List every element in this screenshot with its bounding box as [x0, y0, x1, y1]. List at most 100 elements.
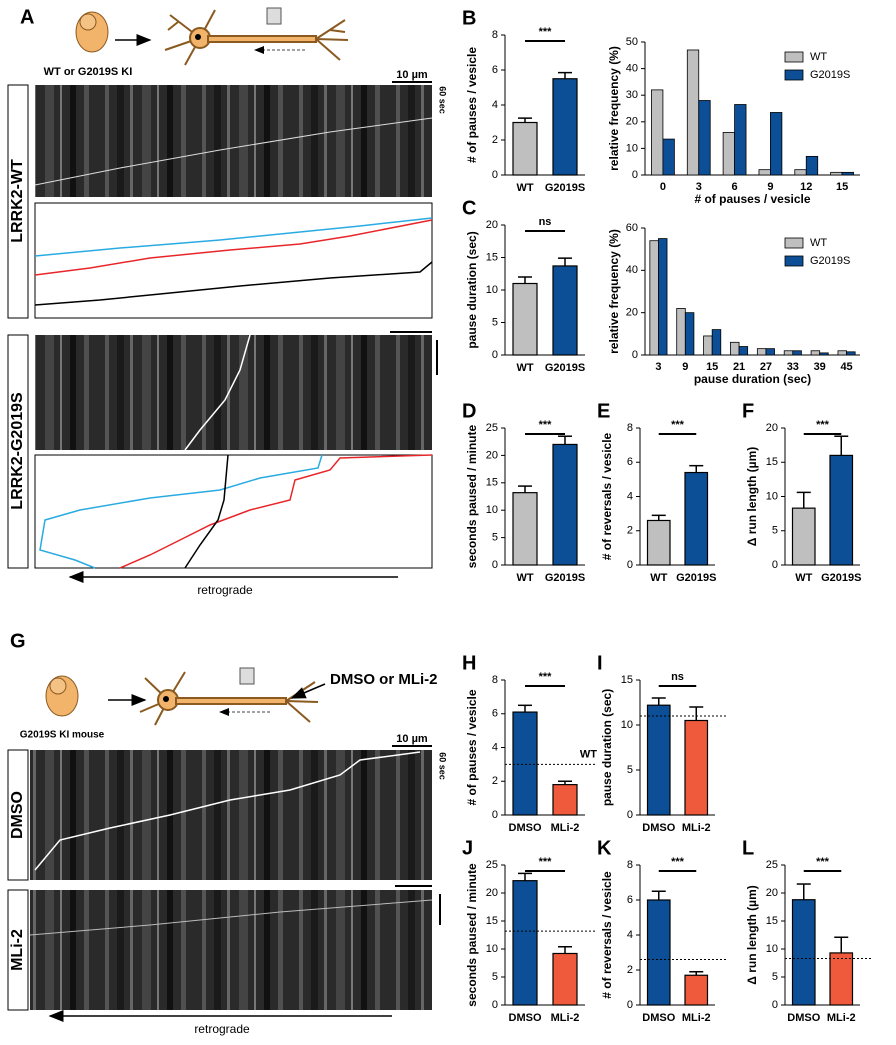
- x-tick-label: 27: [760, 361, 772, 373]
- y-tick-label: 4: [627, 929, 633, 941]
- x-tick-label: MLi-2: [682, 1012, 711, 1024]
- y-tick-label: 0: [492, 559, 498, 571]
- y-tick-label: 5: [627, 764, 633, 776]
- bar: [765, 348, 775, 356]
- bar: [512, 282, 538, 356]
- x-tick-label: MLi-2: [551, 822, 580, 834]
- legend-label: WT: [810, 237, 827, 249]
- x-axis-label: # of pauses / vesicle: [694, 192, 810, 206]
- y-tick-label: 0: [632, 169, 638, 181]
- embryo-icon: [45, 675, 79, 717]
- y-tick-label: 20: [486, 887, 498, 899]
- kymo-label: DMSO: [9, 791, 26, 839]
- y-tick-label: 20: [486, 219, 498, 231]
- bar: [646, 899, 671, 1006]
- bar: [686, 49, 700, 176]
- y-tick-label: 5: [492, 971, 498, 983]
- bar: [684, 471, 709, 566]
- bar: [770, 112, 783, 176]
- x-tick-label: G2019S: [545, 182, 585, 194]
- y-tick-label: 0: [492, 349, 498, 361]
- y-axis-label: seconds paused / minute: [465, 424, 479, 568]
- y-axis-label: # of reversals / vesicle: [600, 432, 614, 560]
- kymograph: [30, 890, 432, 1010]
- bar: [756, 348, 767, 356]
- y-tick-label: 0: [632, 349, 638, 361]
- kymo-track: [184, 334, 251, 451]
- y-tick-label: 15: [621, 674, 633, 686]
- x-tick-label: 9: [682, 361, 688, 373]
- treatment-label: DMSO or MLi-2: [330, 671, 438, 688]
- y-tick-label: 15: [766, 915, 778, 927]
- bar: [734, 104, 747, 176]
- bar: [646, 519, 671, 566]
- embryo-icon: [75, 11, 109, 53]
- x-tick-label: MLi-2: [682, 822, 711, 834]
- x-tick-label: 12: [800, 181, 812, 193]
- y-axis-label: pause duration (sec): [465, 231, 479, 348]
- y-tick-label: 2: [492, 775, 498, 787]
- y-axis-label: pause duration (sec): [600, 689, 614, 806]
- significance-label: ns: [671, 671, 684, 683]
- bar: [552, 443, 578, 566]
- trace: [34, 217, 433, 257]
- bar: [791, 899, 816, 1006]
- y-tick-label: 8: [627, 859, 633, 871]
- trace: [39, 454, 323, 569]
- bar: [684, 974, 709, 1006]
- y-tick-label: 4: [492, 741, 498, 753]
- x-tick-label: MLi-2: [827, 1012, 856, 1024]
- bar: [738, 346, 749, 356]
- bar: [792, 350, 802, 356]
- bar: [552, 78, 578, 176]
- y-axis-label: # of pauses / vesicle: [465, 47, 479, 163]
- bar: [846, 351, 856, 356]
- bar: [830, 171, 843, 176]
- y-tick-label: 8: [492, 29, 498, 41]
- x-tick-label: DMSO: [642, 822, 675, 834]
- legend-label: G2019S: [810, 255, 850, 267]
- x-tick-label: 15: [706, 361, 718, 373]
- y-tick-label: 2: [627, 525, 633, 537]
- panel-label: J: [462, 837, 473, 859]
- x-tick-label: 15: [836, 181, 848, 193]
- bar: [552, 265, 578, 356]
- y-tick-label: 6: [492, 708, 498, 720]
- bar: [646, 704, 671, 816]
- bar: [722, 132, 735, 176]
- y-tick-label: 15: [486, 915, 498, 927]
- y-tick-label: 5: [772, 971, 778, 983]
- y-tick-label: 40: [626, 264, 638, 276]
- y-tick-label: 5: [492, 316, 498, 328]
- bar: [552, 784, 578, 816]
- kymo-label-box: [7, 84, 29, 319]
- kymo-label-box: [7, 889, 29, 1011]
- y-tick-label: 25: [486, 422, 498, 434]
- y-tick-label: 15: [486, 251, 498, 263]
- bar: [512, 711, 538, 816]
- bar: [730, 341, 740, 356]
- bar: [837, 350, 847, 356]
- trace: [34, 219, 433, 276]
- genotype-label: WT or G2019S KI: [44, 66, 133, 78]
- bar: [512, 121, 538, 176]
- y-tick-label: 0: [627, 559, 633, 571]
- legend-swatch: [784, 69, 804, 81]
- bar: [651, 89, 664, 176]
- direction-label: retrograde: [197, 583, 253, 597]
- y-tick-label: 2: [627, 964, 633, 976]
- y-tick-label: 15: [766, 456, 778, 468]
- panel-label: H: [462, 652, 476, 674]
- scale-label: 10 µm: [396, 69, 428, 81]
- y-tick-label: 20: [766, 422, 778, 434]
- y-axis-label: # of reversals / vesicle: [600, 871, 614, 999]
- panel-label: K: [597, 837, 612, 859]
- trace: [119, 454, 433, 569]
- x-tick-label: DMSO: [787, 1012, 820, 1024]
- y-tick-label: 10: [486, 284, 498, 296]
- kymo-label: MLi-2: [9, 929, 26, 971]
- kymo-track: [34, 117, 433, 186]
- significance-label: ***: [671, 419, 685, 431]
- bar: [829, 454, 854, 566]
